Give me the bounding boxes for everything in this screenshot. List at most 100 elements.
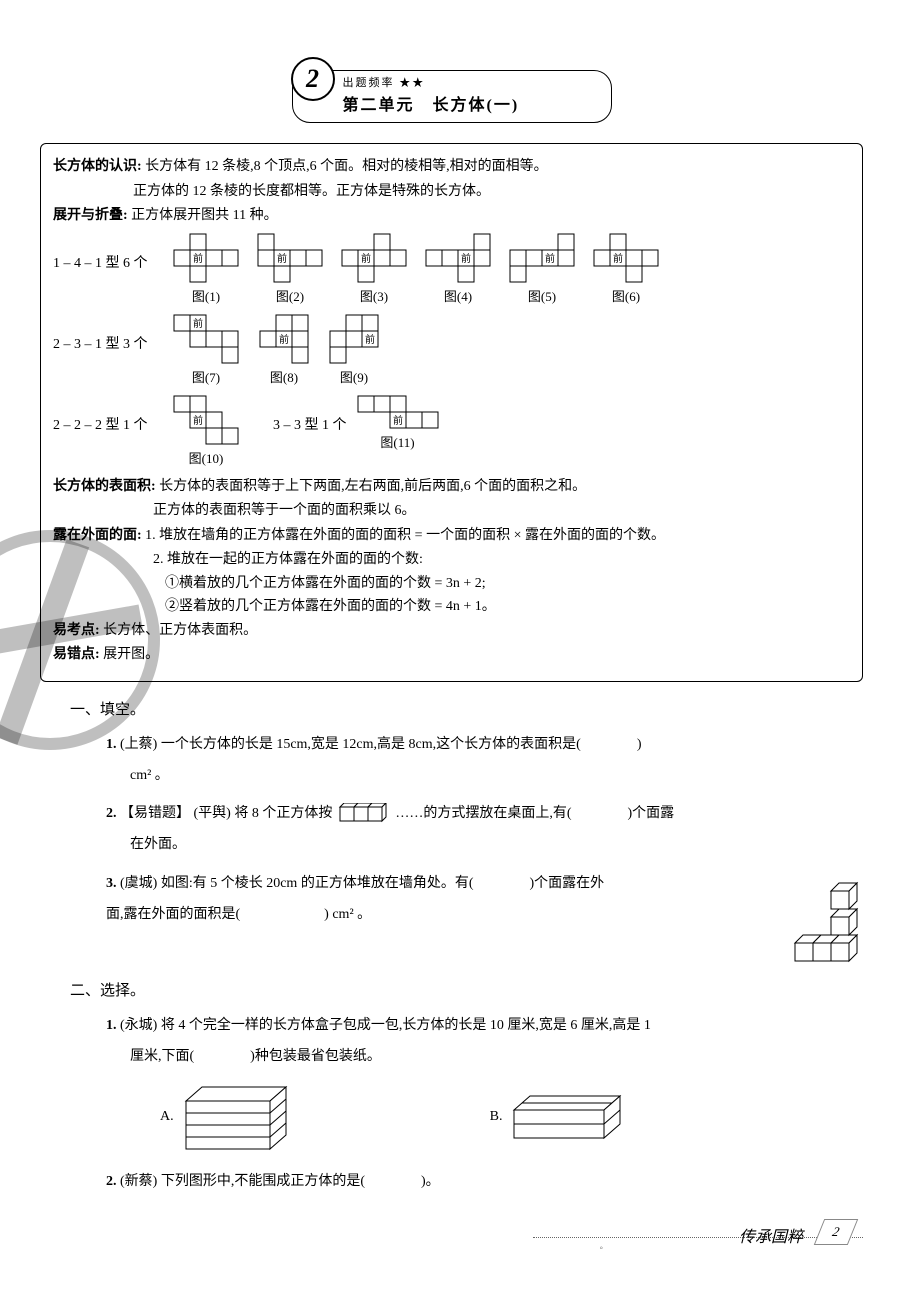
net-row-231: 2 – 3 – 1 型 3 个 前 图(7) 前 图(8) 前 图(9) [53,314,850,389]
row-label-33: 3 – 3 型 1 个 [273,395,347,437]
cube-net: 前 图(3) [341,233,407,308]
err-line: 易错点: 展开图。 [53,644,850,666]
q1-2: 2. 【易错题】 (平舆) 将 8 个正方体按 ……的方式摆放在桌面上,有( )… [130,799,863,861]
q-src: (新蔡) [120,1174,157,1189]
cube-net: 前 图(2) [257,233,323,308]
cube-net: 前 图(6) [593,233,659,308]
frequency-label: 出题频率 ★★ [343,75,601,93]
net-row-222-33: 2 – 2 – 2 型 1 个 前 图(10) 3 – 3 型 1 个 前 图(… [53,395,850,470]
cube-net: 前 图(4) [425,233,491,308]
q-src: (上蔡) [120,737,157,752]
svg-text:前: 前 [193,252,203,265]
q-no: 1. [106,737,117,752]
area-line-2: 正方体的表面积等于一个面的面积乘以 6。 [53,500,850,522]
recognize-text-1: 长方体有 12 条棱,8 个顶点,6 个面。相对的棱相等,相对的面相等。 [145,159,548,174]
recognize-line: 长方体的认识: 长方体有 12 条棱,8 个顶点,6 个面。相对的棱相等,相对的… [53,156,850,178]
exposed-1: 1. 堆放在墙角的正方体露在外面的面的面积 = 一个面的面积 × 露在外面的面的… [145,528,665,543]
unit-number-badge: 2 [291,57,335,101]
q2-1: 1. (永城) 将 4 个完全一样的长方体盒子包成一包,长方体的长是 10 厘米… [130,1011,863,1073]
area-label: 长方体的表面积: [53,479,156,494]
area-line: 长方体的表面积: 长方体的表面积等于上下两面,左右两面,前后两面,6 个面的面积… [53,476,850,498]
q-src: (平舆) [194,806,231,821]
svg-text:前: 前 [545,252,555,265]
cube-net: 前 图(11) [357,395,439,454]
net-caption: 图(3) [360,287,388,308]
net-caption: 图(11) [380,433,414,454]
area-text-1: 长方体的表面积等于上下两面,左右两面,前后两面,6 个面的面积之和。 [159,479,586,494]
net-row-141: 1 – 4 – 1 型 6 个 前 图(1) 前 图(2) 前 图(3) 前 图… [53,233,850,308]
row-label-141: 1 – 4 – 1 型 6 个 [53,233,163,275]
q-no: 3. [106,876,117,891]
q1-1: 1. (上蔡) 一个长方体的长是 15cm,宽是 12cm,高是 8cm,这个长… [130,730,863,792]
net-caption: 图(10) [189,449,224,470]
row-label-231: 2 – 3 – 1 型 3 个 [53,314,163,356]
q2-1-options: A. B. [160,1083,863,1153]
cube-net: 前 图(8) [259,314,309,389]
svg-text:前: 前 [193,414,203,427]
net-caption: 图(2) [276,287,304,308]
row-label-222: 2 – 2 – 2 型 1 个 [53,395,163,437]
q-text: 一个长方体的长是 15cm,宽是 12cm,高是 8cm,这个长方体的表面积是( [161,737,581,752]
cube-net: 前 图(10) [173,395,239,470]
net-caption: 图(6) [612,287,640,308]
svg-text:前: 前 [613,252,623,265]
exposed-label: 露在外面的面: [53,528,142,543]
page-footer: ◦ 传承国粹 2 [40,1227,863,1263]
corner-cubes-figure [793,869,863,969]
inline-cubes-icon [336,803,392,825]
exposed-3: ①横着放的几个正方体露在外面的面的个数 = 3n + 2; [53,573,486,595]
svg-text:前: 前 [361,252,371,265]
option-a-figure [180,1083,290,1153]
net-caption: 图(7) [192,368,220,389]
exposed-2: 2. 堆放在一起的正方体露在外面的面的个数: [53,549,850,571]
exam-line: 易考点: 长方体、正方体表面积。 [53,620,850,642]
unit-header: 2 出题频率 ★★ 第二单元 长方体(一) [292,70,612,123]
cube-net: 前 图(1) [173,233,239,308]
section-2-heading: 二、选择。 [70,979,863,1003]
svg-text:前: 前 [279,333,289,346]
page-number: 2 [814,1219,859,1245]
recognize-line-2: 正方体的 12 条棱的长度都相等。正方体是特殊的长方体。 [53,181,850,203]
cube-net: 前 图(7) [173,314,239,389]
exam-label: 易考点: [53,623,100,638]
q-tail: cm² 。 [130,768,169,783]
option-a: A. [160,1083,290,1153]
q-no: 1. [106,1018,117,1033]
cube-net: 前 图(9) [329,314,379,389]
knowledge-box: 长方体的认识: 长方体有 12 条棱,8 个顶点,6 个面。相对的棱相等,相对的… [40,143,863,682]
section-1-heading: 一、填空。 [70,698,863,722]
svg-text:前: 前 [193,317,203,330]
exam-text: 长方体、正方体表面积。 [103,623,257,638]
q-tag: 【易错题】 [120,806,190,821]
option-b-figure [508,1088,628,1148]
exposed-4: ②竖着放的几个正方体露在外面的面的个数 = 4n + 1。 [53,596,496,618]
svg-text:前: 前 [365,333,375,346]
unfold-line: 展开与折叠: 正方体展开图共 11 种。 [53,205,850,227]
q-src: (虞城) [120,876,157,891]
net-caption: 图(8) [270,368,298,389]
footer-dotted-line [533,1237,863,1238]
q-no: 2. [106,806,117,821]
q1-3: 3. (虞城) 如图:有 5 个棱长 20cm 的正方体堆放在墙角处。有( )个… [106,869,863,969]
q-no: 2. [106,1174,117,1189]
net-caption: 图(4) [444,287,472,308]
svg-text:前: 前 [461,252,471,265]
q2-2: 2. (新蔡) 下列图形中,不能围成正方体的是( )。 [130,1167,863,1198]
footer-motto: 传承国粹 [739,1225,803,1251]
net-caption: 图(9) [340,368,368,389]
unfold-text: 正方体展开图共 11 种。 [131,208,277,223]
err-text: 展开图。 [103,647,159,662]
unfold-label: 展开与折叠: [53,208,128,223]
q-src: (永城) [120,1018,157,1033]
err-label: 易错点: [53,647,100,662]
net-caption: 图(1) [192,287,220,308]
svg-text:前: 前 [277,252,287,265]
net-caption: 图(5) [528,287,556,308]
footer-dot-icon: ◦ [599,1241,603,1257]
exposed-line: 露在外面的面: 1. 堆放在墙角的正方体露在外面的面的面积 = 一个面的面积 ×… [53,525,850,547]
recognize-label: 长方体的认识: [53,159,142,174]
option-b: B. [490,1088,629,1148]
cube-net: 前 图(5) [509,233,575,308]
unit-title: 第二单元 长方体(一) [343,93,601,119]
svg-text:前: 前 [393,414,403,427]
